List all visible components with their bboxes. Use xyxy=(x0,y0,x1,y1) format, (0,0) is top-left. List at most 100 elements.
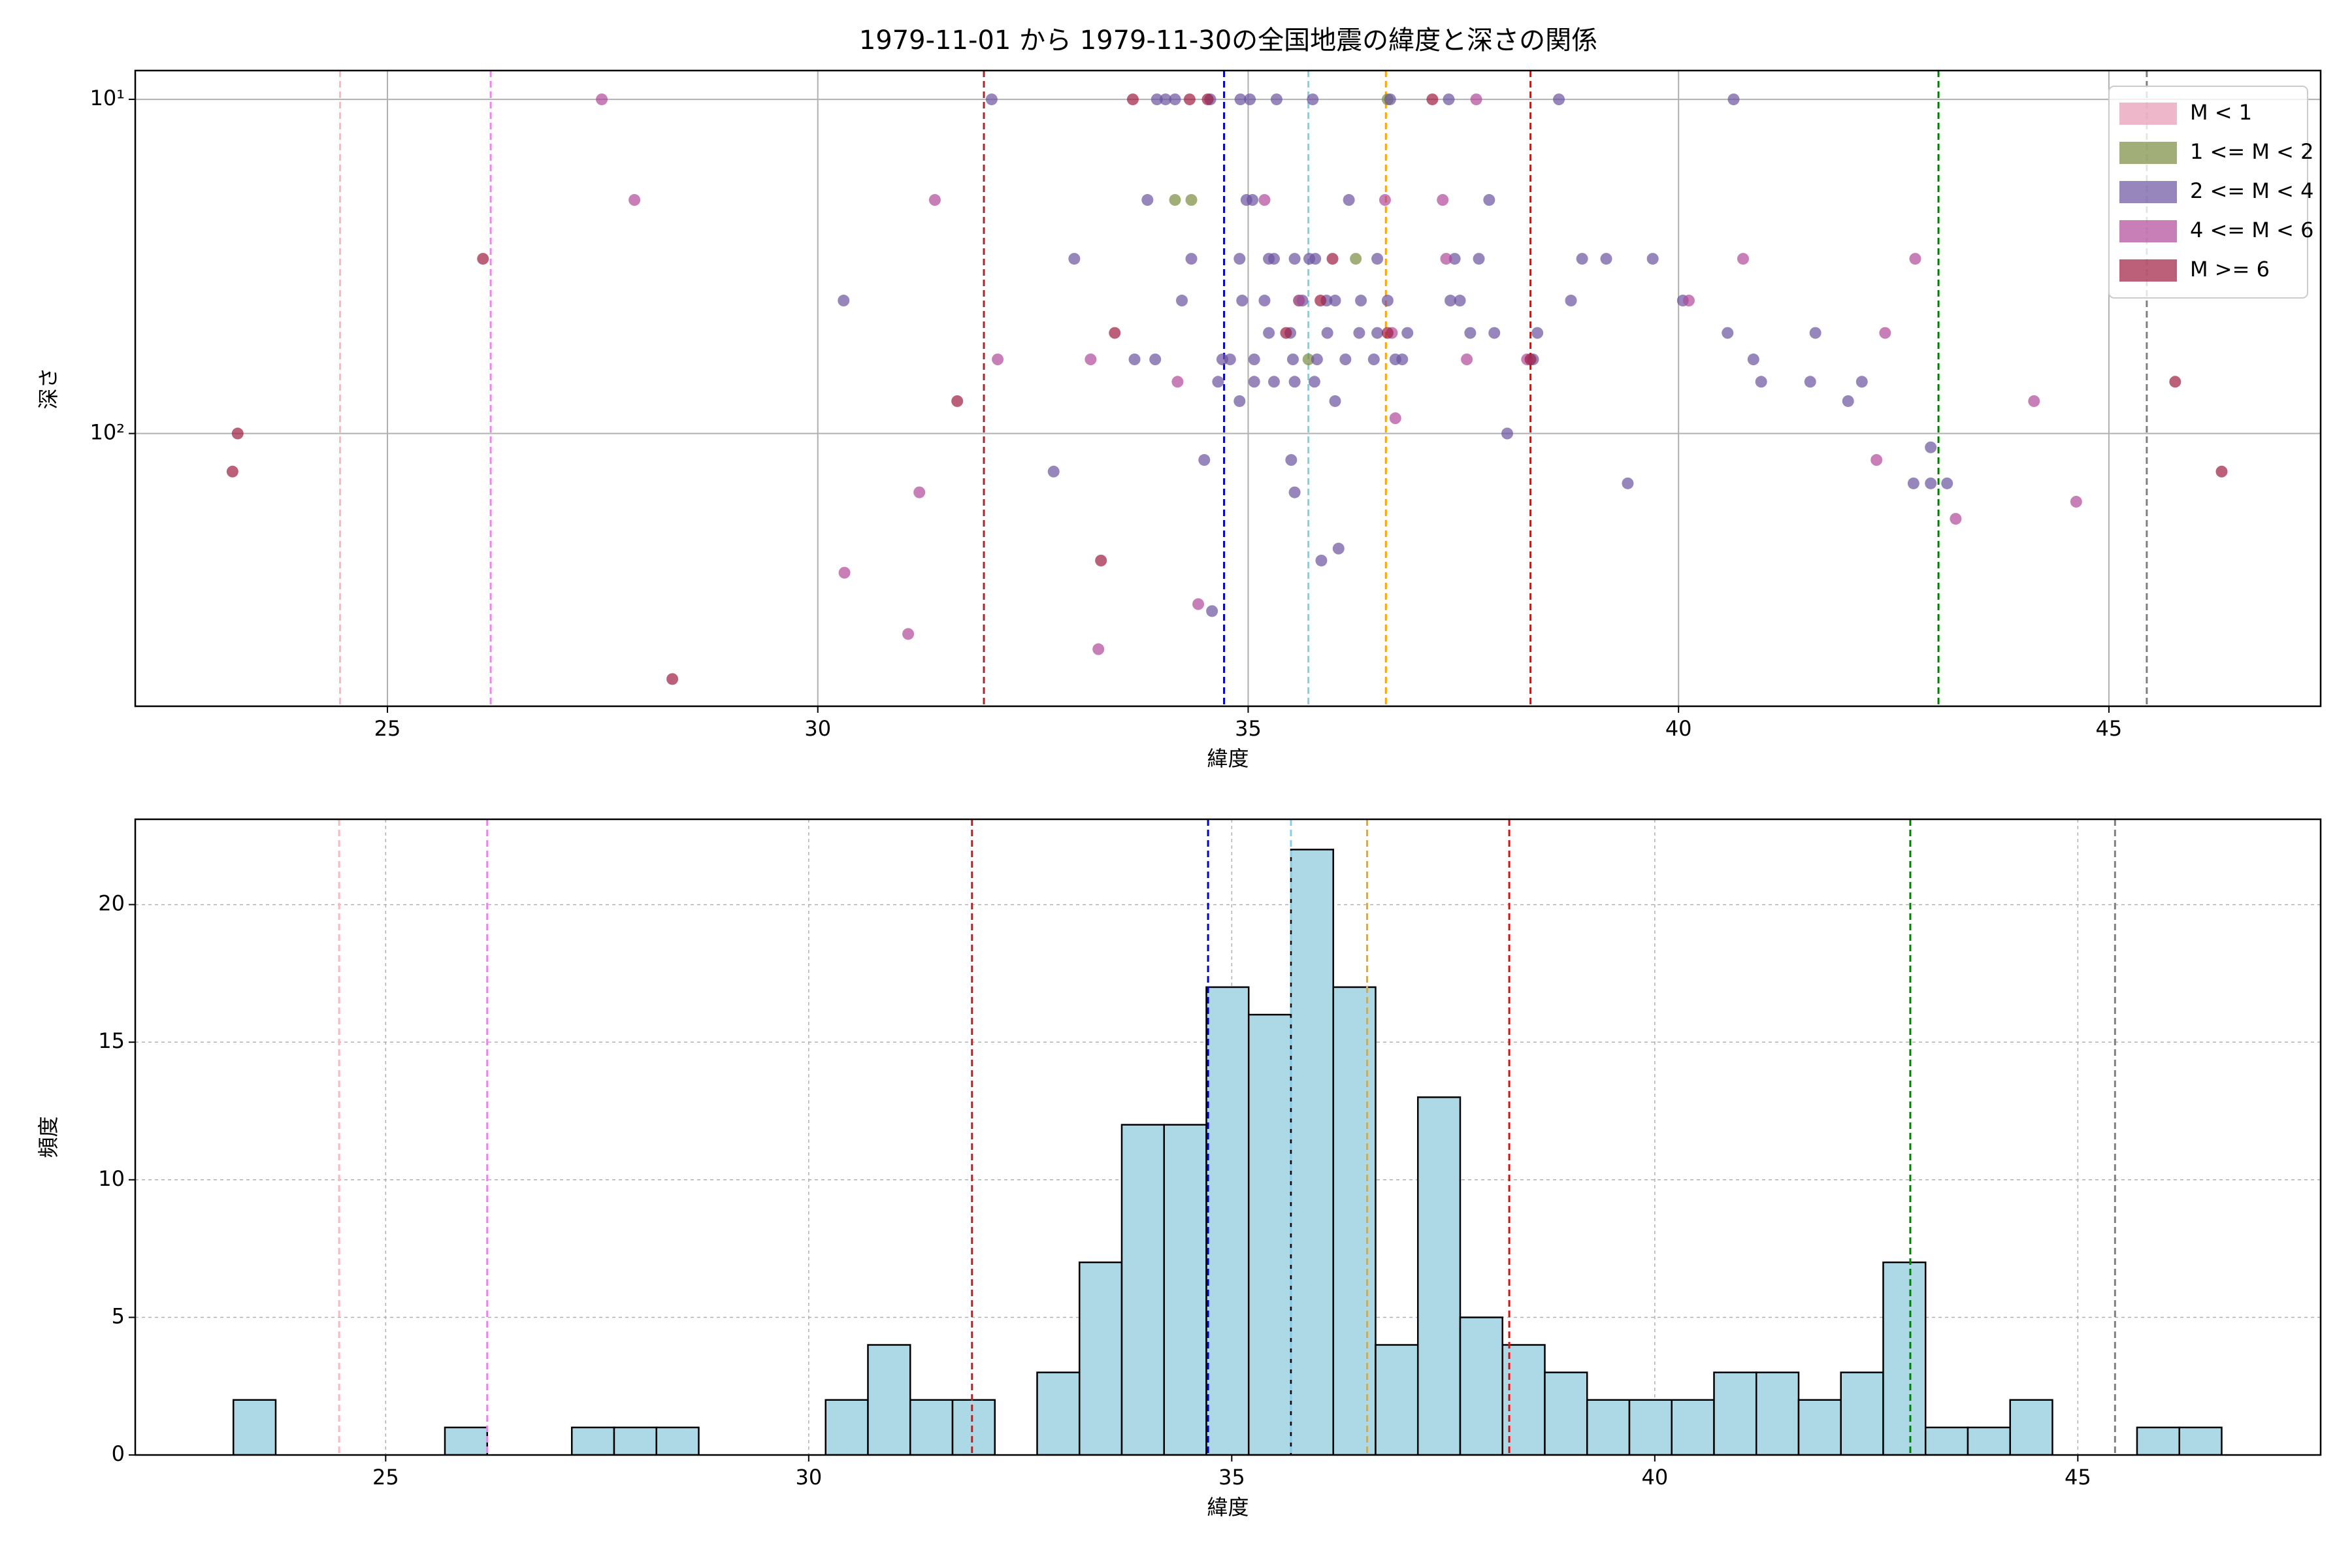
histogram-bar xyxy=(867,1344,911,1455)
scatter-point xyxy=(1311,353,1323,366)
scatter-point xyxy=(1183,93,1196,106)
scatter-point xyxy=(1185,194,1198,206)
chart-title: 1979-11-01 から 1979-11-30の全国地震の緯度と深さの関係 xyxy=(859,25,1597,56)
scatter-point xyxy=(1443,93,1455,106)
plot-area xyxy=(135,819,2321,1455)
scatter-point xyxy=(1907,477,1919,489)
scatter-point xyxy=(985,93,998,106)
histogram-bar xyxy=(1840,1371,1884,1455)
y-tick-label: 0 xyxy=(112,1441,125,1466)
x-tick-label: 45 xyxy=(2065,1465,2091,1490)
y-tick-label: 10¹ xyxy=(90,86,125,110)
scatter-point xyxy=(1941,477,1953,489)
scatter-point xyxy=(951,395,964,407)
scatter-point xyxy=(1925,441,1937,453)
scatter-point xyxy=(596,93,608,106)
scatter-point xyxy=(1353,327,1365,339)
scatter-point xyxy=(1270,93,1282,106)
scatter-point xyxy=(1233,395,1246,407)
histogram-bar xyxy=(1332,986,1377,1455)
legend-swatch xyxy=(2119,142,2177,164)
scatter-point xyxy=(1206,605,1218,617)
scatter-point xyxy=(1737,253,1749,265)
legend-swatch xyxy=(2119,103,2177,125)
plot-area xyxy=(135,71,2321,706)
x-tick-label: 35 xyxy=(1218,1465,1245,1490)
scatter-point xyxy=(1047,465,1060,478)
scatter-point xyxy=(1233,253,1246,265)
scatter-point xyxy=(1747,353,1759,366)
scatter-point xyxy=(1169,93,1181,106)
histogram-bar xyxy=(570,1426,615,1455)
scatter-point xyxy=(1329,395,1341,407)
histogram-bar xyxy=(1459,1316,1503,1455)
scatter-point xyxy=(1722,327,1734,339)
x-tick-label: 35 xyxy=(1235,716,1262,741)
scatter-point xyxy=(2070,495,2082,508)
histogram-bar xyxy=(613,1426,657,1455)
scatter-point xyxy=(1151,93,1163,106)
x-tick-label: 40 xyxy=(1641,1465,1668,1490)
x-axis-label: 緯度 xyxy=(1207,1495,1249,1520)
legend-label: M < 1 xyxy=(2190,100,2252,125)
scatter-point xyxy=(1280,327,1292,339)
scatter-point xyxy=(1646,253,1659,265)
x-axis-label: 緯度 xyxy=(1207,746,1249,771)
scatter-point xyxy=(1307,93,1319,106)
scatter-point xyxy=(1473,253,1485,265)
y-tick-label: 10 xyxy=(98,1166,125,1191)
scatter-point xyxy=(1095,554,1107,566)
histogram-bar xyxy=(1544,1371,1588,1455)
scatter-point xyxy=(1267,253,1280,265)
histogram-bar xyxy=(1882,1261,1927,1455)
scatter-point xyxy=(1381,295,1394,307)
histogram-bar xyxy=(1416,1096,1462,1455)
scatter-point xyxy=(1379,194,1391,206)
scatter-point xyxy=(2028,395,2040,407)
scatter-point xyxy=(838,295,850,307)
scatter-point xyxy=(1367,353,1380,366)
scatter-point xyxy=(1176,295,1188,307)
scatter-point xyxy=(1682,295,1695,307)
scatter-point xyxy=(1600,253,1612,265)
scatter-point xyxy=(1321,327,1333,339)
scatter-point xyxy=(1092,643,1105,655)
histogram-bar xyxy=(1247,1013,1292,1455)
scatter-point xyxy=(1488,327,1501,339)
scatter-point xyxy=(1437,194,1449,206)
y-tick-label: 10² xyxy=(90,420,125,445)
scatter-point xyxy=(1288,253,1301,265)
histogram-bar xyxy=(1671,1399,1715,1455)
histogram-bar xyxy=(1036,1371,1081,1455)
axes-frame xyxy=(134,69,2322,708)
scatter-point xyxy=(1727,93,1740,106)
histogram-bar xyxy=(2009,1399,2053,1455)
scatter-point xyxy=(1531,327,1544,339)
scatter-point xyxy=(913,486,926,498)
scatter-point xyxy=(1171,376,1184,388)
histogram-bar xyxy=(1967,1426,2011,1455)
scatter-point xyxy=(1565,295,1577,307)
scatter-point xyxy=(1622,477,1634,489)
y-tick-label: 5 xyxy=(112,1303,125,1328)
scatter-point xyxy=(1109,327,1121,339)
scatter-point xyxy=(1870,454,1883,466)
scatter-point xyxy=(1267,376,1280,388)
scatter-point xyxy=(1470,93,1482,106)
scatter-point xyxy=(1339,353,1352,366)
legend-swatch xyxy=(2119,259,2177,282)
histogram-bar xyxy=(1924,1426,1969,1455)
scatter-point xyxy=(1483,194,1495,206)
scatter-point xyxy=(477,253,489,265)
scatter-point xyxy=(2169,376,2181,388)
scatter-point xyxy=(1285,454,1298,466)
legend-box xyxy=(2108,86,2308,299)
scatter-point xyxy=(1464,327,1477,339)
scatter-point xyxy=(1371,253,1384,265)
legend-label: 4 <= M < 6 xyxy=(2190,218,2313,242)
scatter-point xyxy=(1879,327,1891,339)
scatter-point xyxy=(1855,376,1868,388)
legend-label: 1 <= M < 2 xyxy=(2190,139,2313,164)
scatter-point xyxy=(1159,93,1171,106)
